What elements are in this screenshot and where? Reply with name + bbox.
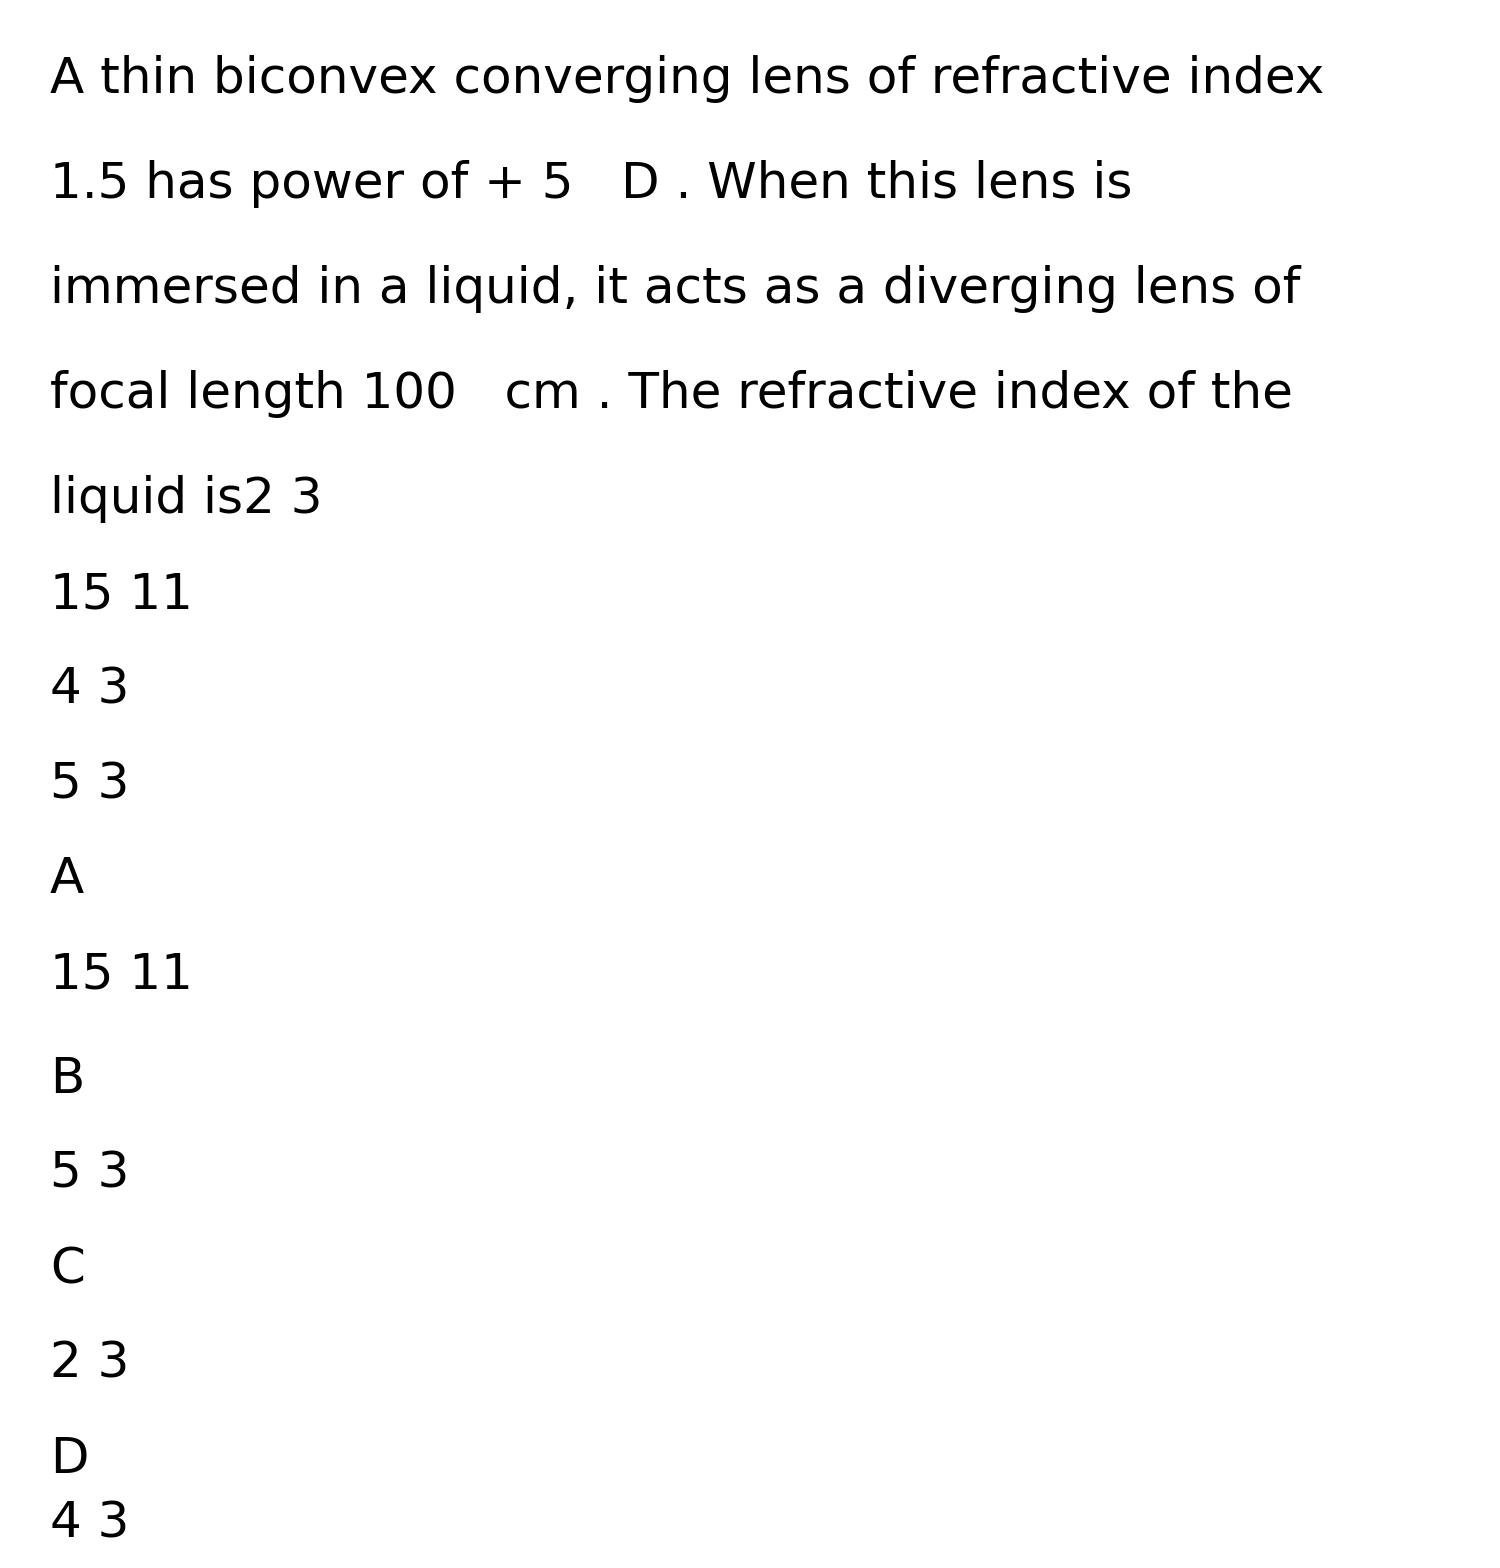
Text: 15 11: 15 11: [50, 571, 194, 618]
Text: 4 3: 4 3: [50, 665, 129, 713]
Text: B: B: [50, 1055, 84, 1102]
Text: 4 3: 4 3: [50, 1501, 129, 1548]
Text: 1.5 has power of + 5   D . When this lens is: 1.5 has power of + 5 D . When this lens …: [50, 160, 1132, 209]
Text: liquid is2 3: liquid is2 3: [50, 475, 322, 524]
Text: A thin biconvex converging lens of refractive index: A thin biconvex converging lens of refra…: [50, 55, 1324, 103]
Text: C: C: [50, 1245, 86, 1294]
Text: 2 3: 2 3: [50, 1341, 129, 1388]
Text: 5 3: 5 3: [50, 760, 129, 808]
Text: immersed in a liquid, it acts as a diverging lens of: immersed in a liquid, it acts as a diver…: [50, 265, 1300, 314]
Text: 5 3: 5 3: [50, 1149, 129, 1198]
Text: 15 11: 15 11: [50, 950, 194, 997]
Text: A: A: [50, 855, 84, 903]
Text: focal length 100   cm . The refractive index of the: focal length 100 cm . The refractive ind…: [50, 370, 1293, 419]
Text: D: D: [50, 1435, 88, 1483]
